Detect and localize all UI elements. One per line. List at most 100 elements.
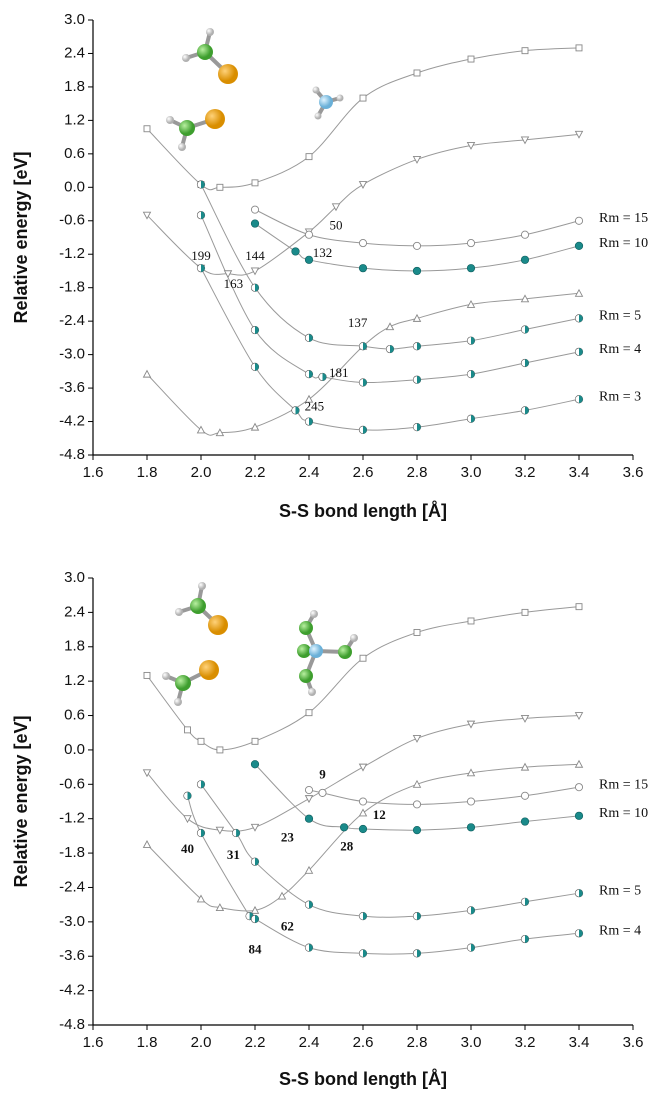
y-tick-label: -2.4 (59, 878, 85, 895)
marker-half (359, 950, 367, 958)
marker-half (386, 345, 394, 353)
marker-triangle-up (144, 841, 151, 848)
marker-square (217, 184, 223, 190)
marker-half (251, 326, 259, 334)
y-tick-label: 3.0 (64, 11, 85, 28)
marker-half-fill (363, 426, 367, 434)
x-tick-label: 2.6 (353, 1034, 374, 1051)
marker-half-fill (201, 781, 205, 789)
marker-circle (319, 789, 326, 796)
marker-filled (251, 760, 259, 768)
y-tick-label: -4.8 (59, 1016, 85, 1033)
marker-half (467, 415, 475, 423)
annotation: 28 (340, 838, 354, 853)
marker-triangle-down (414, 156, 421, 163)
legend-label: Rm = 4 (599, 924, 641, 939)
annotation: 50 (330, 217, 343, 232)
y-tick-label: -3.6 (59, 947, 85, 964)
annotation: 163 (224, 276, 244, 291)
y-tick-label: -4.2 (59, 413, 85, 430)
marker-filled (359, 264, 367, 272)
marker-half (467, 907, 475, 915)
marker-square (306, 154, 312, 160)
series-line (201, 784, 579, 917)
marker-filled (340, 823, 348, 831)
marker-half (467, 337, 475, 345)
marker-circle (467, 798, 474, 805)
marker-half (575, 348, 583, 356)
y-tick-label: -0.6 (59, 775, 85, 792)
marker-half (413, 423, 421, 431)
x-tick-label: 3.4 (569, 1034, 590, 1051)
marker-half-fill (471, 944, 475, 952)
x-tick-label: 1.6 (83, 1034, 104, 1051)
series-line (255, 764, 579, 830)
y-tick-label: -1.8 (59, 279, 85, 296)
marker-half (251, 363, 259, 371)
marker-half (305, 334, 313, 342)
x-tick-label: 3.6 (623, 464, 644, 481)
marker-half-fill (417, 950, 421, 958)
marker-half-fill (201, 211, 205, 219)
marker-square (217, 747, 223, 753)
legend-label: Rm = 10 (599, 236, 648, 251)
y-tick-label: 1.8 (64, 638, 85, 655)
marker-half (575, 889, 583, 897)
marker-half-fill (363, 912, 367, 920)
marker-half (575, 395, 583, 403)
marker-half (521, 935, 529, 943)
y-tick-label: -4.2 (59, 982, 85, 999)
marker-filled (292, 248, 300, 256)
marker-filled (575, 812, 583, 820)
marker-half-fill (309, 418, 313, 426)
x-tick-label: 2.0 (191, 1034, 212, 1051)
annotation: 132 (313, 245, 333, 260)
marker-filled (521, 818, 529, 826)
marker-half-fill (255, 363, 259, 371)
marker-half-fill (579, 315, 583, 323)
marker-half-fill (309, 334, 313, 342)
x-tick-label: 2.4 (299, 464, 320, 481)
y-tick-label: 0.6 (64, 145, 85, 162)
annotation: 181 (329, 365, 349, 380)
marker-half (521, 898, 529, 906)
marker-square (252, 738, 258, 744)
legend-label: Rm = 5 (599, 309, 641, 324)
marker-circle (413, 242, 420, 249)
y-tick-label: 0.6 (64, 707, 85, 724)
marker-square (185, 727, 191, 733)
marker-filled (521, 256, 529, 264)
marker-filled (305, 815, 313, 823)
marker-triangle-up (414, 781, 421, 788)
marker-circle (467, 239, 474, 246)
annotation: 23 (281, 830, 295, 845)
marker-half-fill (471, 907, 475, 915)
marker-half (413, 912, 421, 920)
marker-triangle-down (306, 796, 313, 803)
marker-filled (359, 825, 367, 833)
marker-half (359, 379, 367, 387)
marker-circle (521, 792, 528, 799)
x-tick-label: 2.6 (353, 464, 374, 481)
marker-half (521, 359, 529, 367)
marker-half-fill (525, 935, 529, 943)
x-tick-label: 3.4 (569, 464, 590, 481)
marker-square (414, 70, 420, 76)
y-tick-label: -2.4 (59, 312, 85, 329)
y-tick-label: -1.8 (59, 844, 85, 861)
marker-half-fill (296, 407, 300, 415)
annotation: 9 (319, 767, 326, 782)
annotation: 62 (281, 919, 294, 934)
y-axis-title: Relative energy [eV] (11, 151, 31, 323)
marker-half-fill (471, 370, 475, 378)
annotation: 31 (227, 847, 240, 862)
series-line (255, 210, 579, 246)
marker-half-fill (236, 829, 240, 837)
y-tick-label: -0.6 (59, 212, 85, 229)
marker-triangle-down (252, 824, 259, 831)
marker-square (144, 672, 150, 678)
marker-half (305, 944, 313, 952)
marker-triangle-down (414, 735, 421, 742)
x-tick-label: 2.8 (407, 464, 428, 481)
legend-label: Rm = 4 (599, 342, 641, 357)
